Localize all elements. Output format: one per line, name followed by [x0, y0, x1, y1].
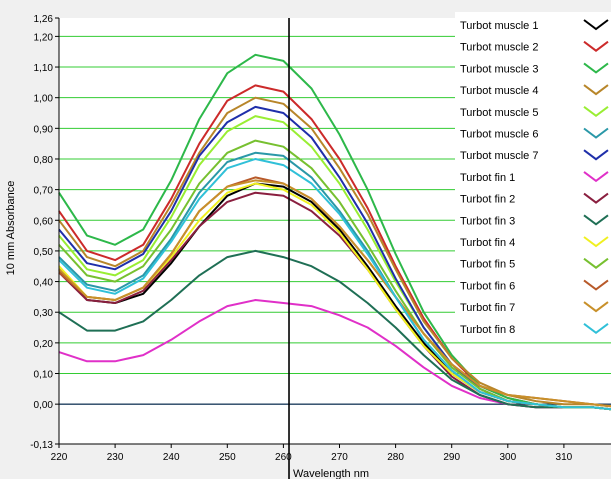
legend-swatch	[583, 19, 609, 31]
y-tick-label: 0,80	[34, 155, 54, 166]
legend-swatch	[583, 323, 609, 335]
legend-label: Turbot muscle 3	[460, 63, 538, 75]
legend-label: Turbot fin 7	[460, 302, 515, 314]
legend-label: Turbot fin 4	[460, 237, 515, 249]
legend-swatch	[583, 192, 609, 204]
legend-label: Turbot muscle 7	[460, 150, 538, 162]
y-tick-label: 0,70	[34, 186, 54, 197]
x-tick-label: 290	[443, 452, 460, 463]
y-tick-label: 0,20	[34, 339, 54, 350]
y-tick-label: 0,10	[34, 370, 54, 381]
x-tick-label: 250	[219, 452, 236, 463]
legend-box	[455, 12, 611, 342]
legend-swatch	[583, 214, 609, 226]
legend-swatch	[583, 106, 609, 118]
y-tick-label: 0,50	[34, 247, 54, 258]
x-tick-label: 260	[275, 452, 292, 463]
legend-swatch	[583, 127, 609, 139]
y-axis-title: 10 mm Absorbance	[5, 181, 17, 276]
series-line	[58, 158, 611, 411]
x-axis-title: Wavelength nm	[293, 468, 369, 479]
y-tick-label: 1,10	[34, 63, 54, 74]
series-line	[58, 182, 611, 411]
x-ticks: 2202302402502602702802903003103203303403…	[51, 444, 573, 463]
legend-label: Turbot muscle 6	[460, 129, 538, 141]
series-line	[58, 179, 611, 408]
x-tick-label: 230	[107, 452, 124, 463]
legend-label: Turbot fin 5	[460, 259, 515, 271]
legend-swatch	[583, 62, 609, 74]
series-line	[58, 84, 611, 411]
legend-label: Turbot fin 8	[460, 324, 515, 336]
legend-label: Turbot muscle 1	[460, 20, 538, 32]
legend-swatch	[583, 301, 609, 313]
series-line	[58, 249, 611, 411]
legend-label: Turbot fin 6	[460, 280, 515, 292]
y-tick-label: 0,40	[34, 278, 54, 289]
legend-label: Turbot fin 1	[460, 172, 515, 184]
legend: Turbot muscle 1 Turbot muscle 2 Turbot mus…	[455, 12, 611, 342]
series-line	[58, 105, 611, 411]
series-lines	[58, 53, 611, 411]
legend-swatch	[583, 84, 609, 96]
legend-swatch	[583, 279, 609, 291]
series-line	[58, 96, 611, 408]
y-tick-label: -0,13	[30, 440, 53, 451]
legend-swatch	[583, 149, 609, 161]
legend-label: Turbot muscle 4	[460, 85, 538, 97]
legend-swatch	[583, 40, 609, 52]
y-tick-label: 1,00	[34, 94, 54, 105]
y-tick-label: 1,26	[34, 14, 54, 25]
y-ticks: -0,13 0,00 0,10 0,20 0,30 0,40 0,50 0,60 0,70 0,8…	[30, 14, 59, 451]
x-tick-label: 310	[556, 452, 573, 463]
legend-swatch	[583, 257, 609, 269]
legend-label: Turbot fin 2	[460, 194, 515, 206]
x-tick-label: 220	[51, 452, 68, 463]
series-line	[58, 182, 611, 411]
legend-label: Turbot muscle 2	[460, 42, 538, 54]
y-tick-label: 0,60	[34, 216, 54, 227]
y-tick-label: 0,90	[34, 124, 54, 135]
y-tick-label: 1,20	[34, 32, 54, 43]
x-tick-label: 270	[331, 452, 348, 463]
legend-label: Turbot fin 3	[460, 215, 515, 227]
series-line	[58, 53, 611, 411]
y-tick-label: 0,30	[34, 308, 54, 319]
x-tick-label: 240	[163, 452, 180, 463]
legend-swatch	[583, 171, 609, 183]
series-line	[58, 299, 611, 411]
legend-swatch	[583, 236, 609, 248]
y-tick-label: 0,00	[34, 400, 54, 411]
x-tick-label: 280	[387, 452, 404, 463]
legend-label: Turbot muscle 5	[460, 107, 538, 119]
x-tick-label: 300	[499, 452, 516, 463]
